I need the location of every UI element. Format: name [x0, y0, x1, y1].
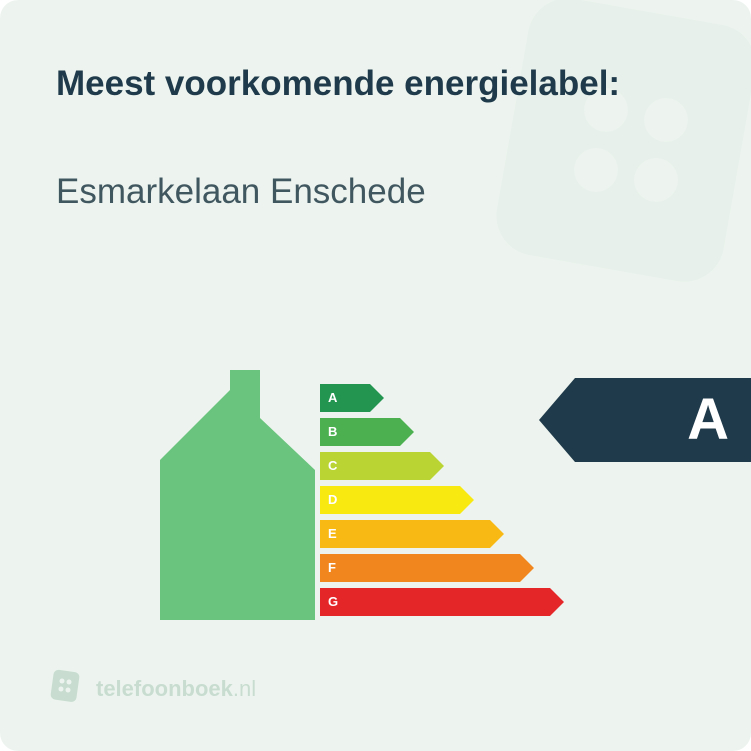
- footer-brand-tld: .nl: [233, 676, 256, 701]
- house-icon: [160, 370, 320, 625]
- bar-label: D: [328, 486, 337, 514]
- footer-brand-bold: telefoonboek: [96, 676, 233, 701]
- card-title: Meest voorkomende energielabel:: [56, 64, 620, 104]
- footer-brand: telefoonboek.nl: [96, 676, 256, 702]
- bar-label: B: [328, 418, 337, 446]
- footer: telefoonboek.nl: [48, 668, 256, 709]
- watermark-svg: [490, 0, 751, 288]
- bar-label: F: [328, 554, 336, 582]
- watermark-phonebook-icon: [451, 0, 751, 325]
- badge-letter: A: [687, 378, 729, 462]
- footer-phonebook-icon: [48, 668, 84, 709]
- bar-label: G: [328, 588, 338, 616]
- energy-chart: ABCDEFG: [160, 370, 590, 630]
- bar-label: E: [328, 520, 337, 548]
- card-subtitle: Esmarkelaan Enschede: [56, 172, 426, 212]
- result-badge: A: [539, 378, 751, 462]
- bar-label: C: [328, 452, 337, 480]
- energy-label-card: Meest voorkomende energielabel: Esmarkel…: [0, 0, 751, 751]
- bar-label: A: [328, 384, 337, 412]
